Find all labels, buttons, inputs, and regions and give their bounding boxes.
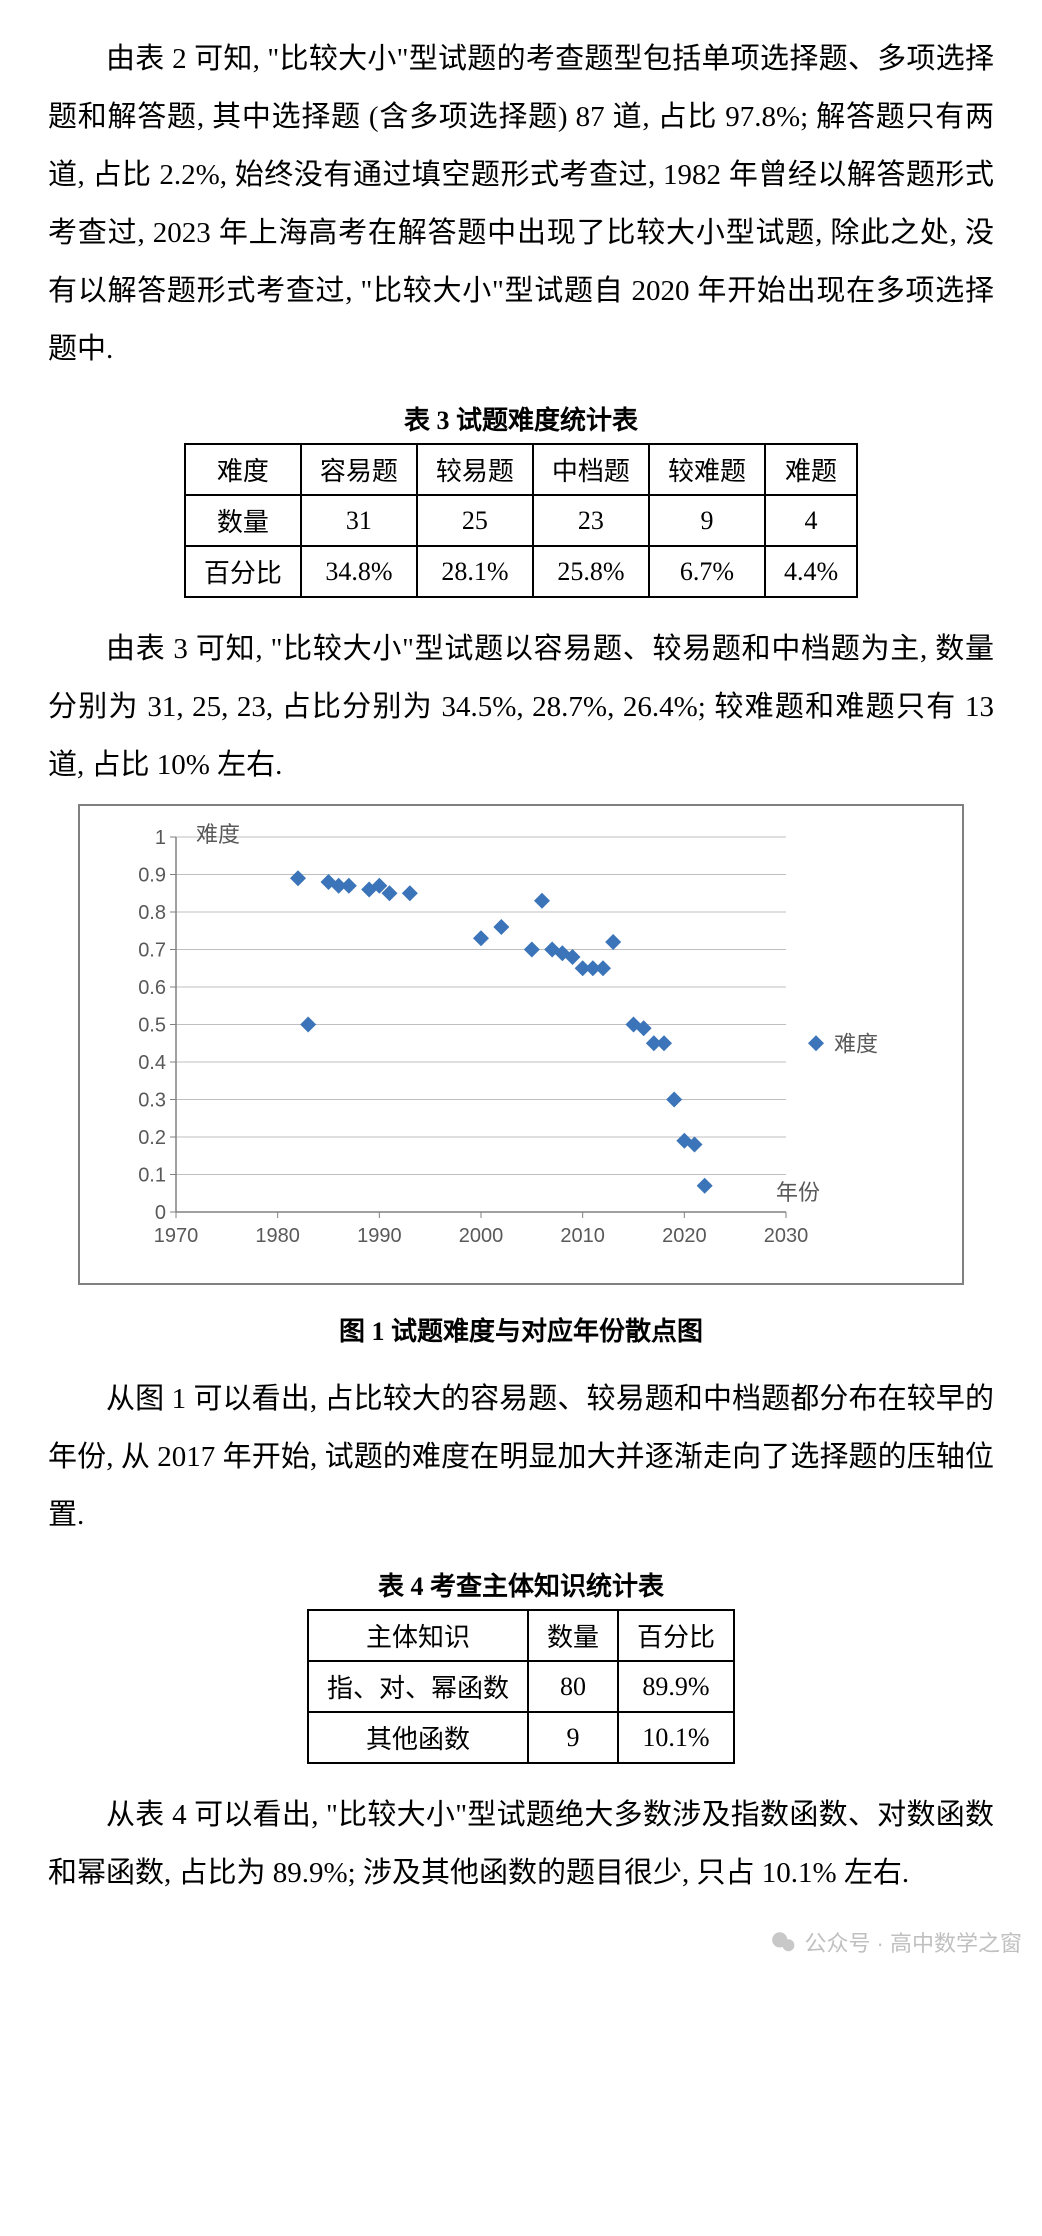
table3-h5: 难题 bbox=[765, 444, 857, 495]
svg-text:0.5: 0.5 bbox=[138, 1015, 166, 1037]
scatter-chart: 0 0.1 0.2 0.3 0.4 0.5 0.6 0.7 0.8 0.9 1 1970 1980 199… bbox=[78, 804, 964, 1285]
svg-text:0.1: 0.1 bbox=[138, 1165, 166, 1187]
svg-text:难度: 难度 bbox=[196, 822, 240, 847]
table4: 主体知识 数量 百分比 指、对、幂函数 80 89.9% 其他函数 9 10.1… bbox=[307, 1609, 735, 1764]
table4-title: 表 4 考查主体知识统计表 bbox=[48, 1566, 994, 1603]
svg-text:0.6: 0.6 bbox=[138, 977, 166, 999]
table3: 难度 容易题 较易题 中档题 较难题 难题 数量 31 25 23 9 4 百分… bbox=[184, 443, 858, 598]
table3-h1: 容易题 bbox=[301, 444, 417, 495]
svg-text:0.8: 0.8 bbox=[138, 902, 166, 924]
svg-text:2030: 2030 bbox=[764, 1225, 809, 1247]
svg-text:0.9: 0.9 bbox=[138, 865, 166, 887]
svg-text:0.4: 0.4 bbox=[138, 1052, 166, 1074]
footer-text: 公众号 · 高中数学之窗 bbox=[804, 1926, 1022, 1958]
wechat-icon bbox=[770, 1929, 796, 1955]
chart-svg: 0 0.1 0.2 0.3 0.4 0.5 0.6 0.7 0.8 0.9 1 1970 1980 199… bbox=[86, 812, 946, 1272]
svg-text:1990: 1990 bbox=[357, 1225, 402, 1247]
svg-text:2010: 2010 bbox=[560, 1225, 605, 1247]
figure1-caption: 图 1 试题难度与对应年份散点图 bbox=[48, 1311, 994, 1348]
table-row: 其他函数 9 10.1% bbox=[308, 1712, 734, 1763]
footer-attribution: 公众号 · 高中数学之窗 bbox=[770, 1926, 1022, 1958]
svg-text:1980: 1980 bbox=[255, 1225, 300, 1247]
svg-text:0.2: 0.2 bbox=[138, 1127, 166, 1149]
svg-text:1: 1 bbox=[155, 827, 166, 849]
table3-title: 表 3 试题难度统计表 bbox=[48, 400, 994, 437]
svg-text:2020: 2020 bbox=[662, 1225, 707, 1247]
table3-h2: 较易题 bbox=[417, 444, 533, 495]
svg-text:难度: 难度 bbox=[834, 1031, 878, 1056]
svg-text:年份: 年份 bbox=[776, 1180, 820, 1205]
svg-text:0: 0 bbox=[155, 1202, 166, 1224]
table-row: 指、对、幂函数 80 89.9% bbox=[308, 1661, 734, 1712]
svg-text:0.3: 0.3 bbox=[138, 1090, 166, 1112]
paragraph-3: 从图 1 可以看出, 占比较大的容易题、较易题和中档题都分布在较早的年份, 从 … bbox=[48, 1370, 994, 1544]
svg-text:0.7: 0.7 bbox=[138, 940, 166, 962]
paragraph-2: 由表 3 可知, "比较大小"型试题以容易题、较易题和中档题为主, 数量分别为 … bbox=[48, 620, 994, 794]
svg-text:1970: 1970 bbox=[154, 1225, 199, 1247]
table-row: 主体知识 数量 百分比 bbox=[308, 1610, 734, 1661]
table3-h3: 中档题 bbox=[533, 444, 649, 495]
paragraph-4: 从表 4 可以看出, "比较大小"型试题绝大多数涉及指数函数、对数函数和幂函数,… bbox=[48, 1786, 994, 1902]
svg-text:2000: 2000 bbox=[459, 1225, 504, 1247]
table-row: 数量 31 25 23 9 4 bbox=[185, 495, 857, 546]
table-row: 百分比 34.8% 28.1% 25.8% 6.7% 4.4% bbox=[185, 546, 857, 597]
table3-h4: 较难题 bbox=[649, 444, 765, 495]
table3-h0: 难度 bbox=[185, 444, 301, 495]
table-row: 难度 容易题 较易题 中档题 较难题 难题 bbox=[185, 444, 857, 495]
paragraph-1: 由表 2 可知, "比较大小"型试题的考查题型包括单项选择题、多项选择题和解答题… bbox=[48, 30, 994, 378]
